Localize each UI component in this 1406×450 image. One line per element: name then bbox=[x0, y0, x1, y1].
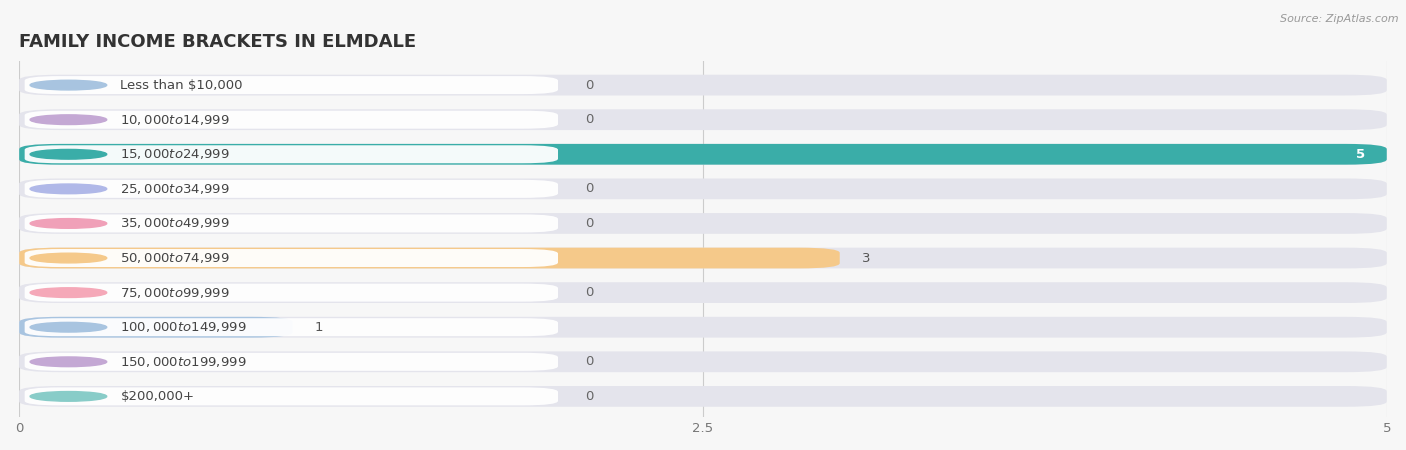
Circle shape bbox=[30, 357, 107, 367]
Text: 0: 0 bbox=[585, 390, 593, 403]
Text: $75,000 to $99,999: $75,000 to $99,999 bbox=[121, 286, 231, 300]
FancyBboxPatch shape bbox=[20, 248, 1386, 268]
Text: $15,000 to $24,999: $15,000 to $24,999 bbox=[121, 147, 231, 161]
FancyBboxPatch shape bbox=[25, 249, 558, 267]
FancyBboxPatch shape bbox=[20, 248, 839, 268]
FancyBboxPatch shape bbox=[20, 75, 1386, 95]
FancyBboxPatch shape bbox=[20, 213, 1386, 234]
Text: 0: 0 bbox=[585, 217, 593, 230]
Text: $50,000 to $74,999: $50,000 to $74,999 bbox=[121, 251, 231, 265]
Text: $150,000 to $199,999: $150,000 to $199,999 bbox=[121, 355, 247, 369]
Circle shape bbox=[30, 322, 107, 332]
Text: 0: 0 bbox=[585, 79, 593, 92]
FancyBboxPatch shape bbox=[25, 284, 558, 302]
Text: 0: 0 bbox=[585, 286, 593, 299]
Text: FAMILY INCOME BRACKETS IN ELMDALE: FAMILY INCOME BRACKETS IN ELMDALE bbox=[20, 33, 416, 51]
FancyBboxPatch shape bbox=[20, 109, 1386, 130]
Circle shape bbox=[30, 392, 107, 401]
Text: $35,000 to $49,999: $35,000 to $49,999 bbox=[121, 216, 231, 230]
FancyBboxPatch shape bbox=[25, 180, 558, 198]
FancyBboxPatch shape bbox=[20, 144, 1386, 165]
FancyBboxPatch shape bbox=[20, 282, 1386, 303]
Text: Source: ZipAtlas.com: Source: ZipAtlas.com bbox=[1281, 14, 1399, 23]
FancyBboxPatch shape bbox=[25, 215, 558, 233]
Circle shape bbox=[30, 219, 107, 228]
FancyBboxPatch shape bbox=[20, 144, 1386, 165]
Circle shape bbox=[30, 80, 107, 90]
FancyBboxPatch shape bbox=[20, 317, 1386, 338]
Text: 1: 1 bbox=[315, 321, 323, 334]
Text: 0: 0 bbox=[585, 113, 593, 126]
Text: $10,000 to $14,999: $10,000 to $14,999 bbox=[121, 112, 231, 127]
Text: $100,000 to $149,999: $100,000 to $149,999 bbox=[121, 320, 247, 334]
Circle shape bbox=[30, 253, 107, 263]
Text: Less than $10,000: Less than $10,000 bbox=[121, 79, 243, 92]
Text: 5: 5 bbox=[1355, 148, 1365, 161]
Circle shape bbox=[30, 184, 107, 194]
Circle shape bbox=[30, 288, 107, 297]
Text: 0: 0 bbox=[585, 356, 593, 368]
FancyBboxPatch shape bbox=[25, 318, 558, 336]
FancyBboxPatch shape bbox=[25, 76, 558, 94]
FancyBboxPatch shape bbox=[25, 387, 558, 405]
Text: 3: 3 bbox=[862, 252, 870, 265]
FancyBboxPatch shape bbox=[20, 351, 1386, 372]
FancyBboxPatch shape bbox=[25, 353, 558, 371]
FancyBboxPatch shape bbox=[25, 111, 558, 129]
Text: 0: 0 bbox=[585, 182, 593, 195]
FancyBboxPatch shape bbox=[20, 386, 1386, 407]
FancyBboxPatch shape bbox=[20, 317, 292, 338]
Circle shape bbox=[30, 115, 107, 125]
Circle shape bbox=[30, 149, 107, 159]
Text: $25,000 to $34,999: $25,000 to $34,999 bbox=[121, 182, 231, 196]
FancyBboxPatch shape bbox=[25, 145, 558, 163]
Text: $200,000+: $200,000+ bbox=[121, 390, 194, 403]
FancyBboxPatch shape bbox=[20, 179, 1386, 199]
